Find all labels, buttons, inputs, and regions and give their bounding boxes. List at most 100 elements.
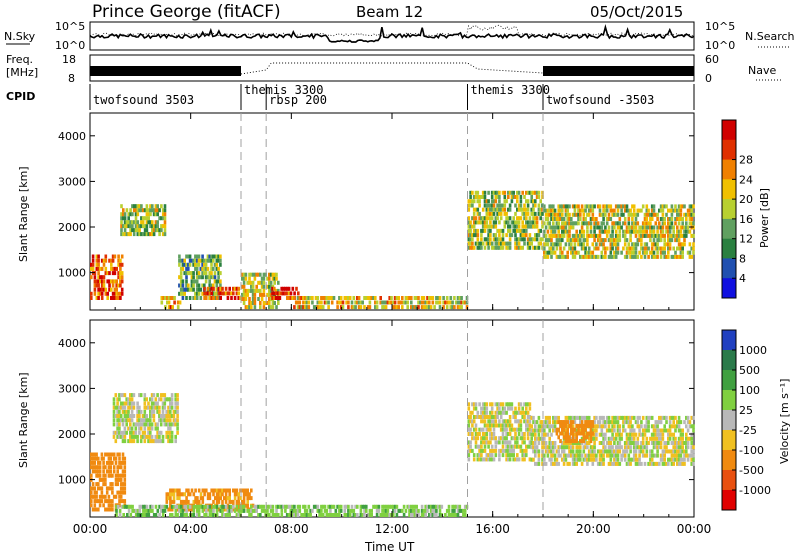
heatmap-cell: [598, 449, 602, 454]
heatmap-cell: [197, 508, 201, 513]
heatmap-cell: [534, 190, 537, 195]
heatmap-cell: [618, 445, 622, 450]
heatmap-cell: [210, 283, 213, 288]
heatmap-cell: [498, 199, 501, 204]
heatmap-cell: [130, 426, 134, 431]
heatmap-cell: [363, 296, 366, 300]
heatmap-cell: [98, 486, 102, 491]
heatmap-cell: [636, 445, 640, 450]
heatmap-cell: [575, 233, 578, 238]
heatmap-cell: [550, 229, 553, 234]
heatmap-cell: [199, 258, 203, 263]
heatmap-cell: [600, 461, 604, 466]
heatmap-cell: [117, 254, 120, 259]
heatmap-cell: [548, 238, 551, 243]
heatmap-cell: [141, 434, 145, 439]
heatmap-cell: [161, 393, 165, 398]
heatmap-cell: [516, 453, 519, 458]
heatmap-cell: [679, 229, 683, 234]
heatmap-cell: [616, 233, 620, 238]
heatmap-cell: [532, 224, 535, 229]
heatmap-cell: [152, 439, 156, 444]
heatmap-cell: [105, 499, 109, 504]
heatmap-cell: [147, 422, 150, 427]
heatmap-cell: [132, 434, 136, 439]
heatmap-cell: [375, 300, 379, 305]
heatmap-cell: [151, 204, 154, 209]
heatmap-cell: [514, 419, 517, 424]
heatmap-cell: [571, 204, 575, 209]
heatmap-cell: [392, 305, 395, 310]
heatmap-cell: [481, 410, 485, 415]
heatmap-cell: [476, 245, 480, 250]
heatmap-cell: [561, 212, 564, 217]
heatmap-cell: [205, 291, 208, 296]
heatmap-cell: [105, 469, 109, 474]
heatmap-cell: [640, 461, 643, 466]
heatmap-cell: [384, 504, 388, 509]
heatmap-cell: [544, 212, 548, 217]
heatmap-cell: [91, 262, 95, 267]
heatmap-cell: [654, 432, 658, 437]
heatmap-cell: [690, 254, 693, 259]
heatmap-cell: [467, 453, 471, 458]
heatmap-cell: [611, 246, 614, 251]
heatmap-cell: [178, 300, 182, 305]
heatmap-cell: [154, 208, 158, 213]
heatmap-cell: [379, 296, 382, 300]
heatmap-cell: [604, 212, 607, 217]
heatmap-cell: [605, 221, 609, 226]
heatmap-cell: [658, 432, 661, 437]
heatmap-cell: [580, 229, 584, 234]
heatmap-cell: [275, 305, 278, 310]
heatmap-cell: [487, 427, 490, 432]
heatmap-cell: [125, 232, 129, 237]
heatmap-cell: [636, 461, 640, 466]
heatmap-cell: [140, 204, 143, 209]
heatmap-cell: [329, 504, 332, 509]
heatmap-cell: [368, 296, 372, 300]
heatmap-cell: [526, 432, 530, 436]
heatmap-cell: [623, 453, 627, 458]
heatmap-cell: [640, 424, 643, 429]
heatmap-cell: [631, 229, 634, 234]
heatmap-cell: [692, 453, 695, 458]
heatmap-cell: [645, 436, 649, 441]
heatmap-cell: [489, 432, 492, 436]
heatmap-cell: [487, 241, 490, 246]
heatmap-cell: [90, 296, 93, 300]
heatmap-cell: [519, 203, 523, 208]
heatmap-cell: [535, 461, 539, 466]
heatmap-cell: [611, 238, 614, 243]
heatmap-cell: [226, 296, 230, 300]
heatmap-cell: [129, 232, 132, 237]
heatmap-cell: [586, 457, 589, 462]
heatmap-cell: [217, 296, 220, 300]
heatmap-cell: [645, 242, 649, 247]
heatmap-cell: [652, 238, 656, 243]
heatmap-cell: [325, 296, 329, 300]
heatmap-cell: [672, 445, 675, 450]
heatmap-cell: [561, 250, 564, 255]
heatmap-cell: [605, 229, 609, 234]
heatmap-cell: [203, 262, 206, 267]
heatmap-cell: [643, 242, 647, 247]
heatmap-cell: [523, 203, 526, 208]
heatmap-cell: [638, 415, 641, 420]
heatmap-cell: [650, 204, 654, 209]
heatmap-cell: [579, 233, 582, 238]
heatmap-cell: [472, 228, 476, 233]
heatmap-cell: [656, 238, 659, 243]
heatmap-cell: [156, 228, 159, 233]
heatmap-cell: [645, 250, 649, 255]
heatmap-cell: [485, 241, 489, 246]
heatmap-cell: [379, 513, 382, 517]
heatmap-cell: [169, 430, 172, 435]
heatmap-cell: [438, 508, 442, 513]
heatmap-cell: [690, 217, 693, 221]
heatmap-cell: [149, 409, 152, 414]
heatmap-cell: [623, 242, 627, 247]
heatmap-cell: [305, 508, 309, 513]
heatmap-cell: [679, 208, 683, 213]
heatmap-cell: [575, 415, 578, 420]
